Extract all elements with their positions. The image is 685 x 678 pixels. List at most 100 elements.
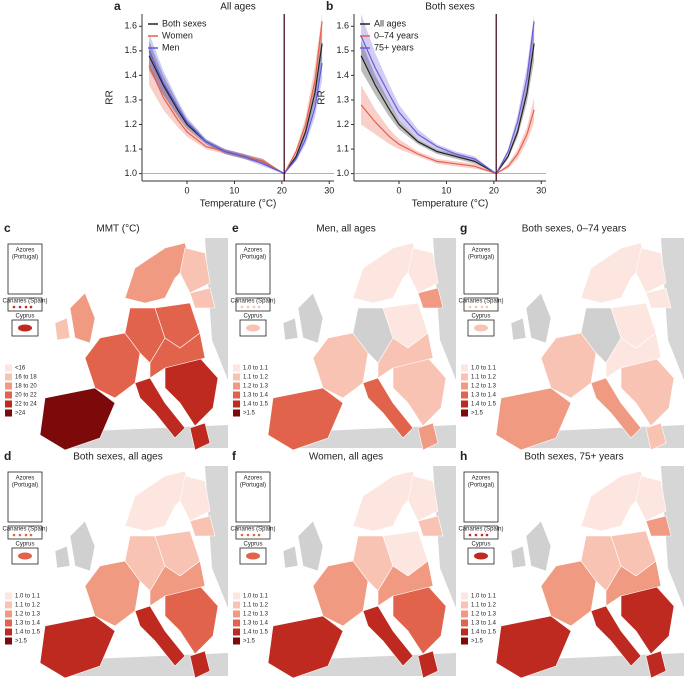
inset-label: Cyprus [243, 542, 262, 548]
map-region [525, 520, 552, 572]
island [12, 305, 16, 309]
y-tick-label: 1.6 [336, 21, 349, 31]
legend-swatch [233, 628, 240, 636]
legend-label: 1.2 to 1.3 [471, 612, 497, 618]
legend-label: 1.2 to 1.3 [243, 612, 269, 618]
island [474, 324, 488, 332]
legend-label: 20 to 22 [15, 393, 37, 399]
inset-label: (Portugal) [240, 483, 266, 489]
map-panel: e Men, all ages Azores(Portugal) Canaries (… [230, 221, 456, 451]
map-region [620, 357, 675, 427]
panel-label: h [460, 449, 467, 463]
map-panel: f Women, all ages Azores(Portugal) Canaries… [230, 449, 456, 678]
legend-swatch [5, 601, 12, 609]
land-background [70, 425, 228, 448]
legend-swatch [461, 592, 468, 600]
land-background [526, 653, 684, 676]
map-region [54, 317, 71, 341]
legend-swatch [461, 601, 468, 609]
inset-label: Canaries (Spain) [458, 527, 503, 533]
map-region [635, 475, 667, 522]
map-panel: h Both sexes, 75+ years Azores(Portugal) Ca… [458, 449, 684, 678]
map-panel: g Both sexes, 0–74 years Azores(Portugal) C… [458, 221, 684, 451]
land-background [298, 653, 456, 676]
map-region [189, 287, 216, 309]
legend-label: 1.3 to 1.4 [15, 621, 41, 627]
island [240, 533, 244, 537]
series-line [360, 43, 535, 175]
map-region [510, 317, 527, 341]
inset-label: Azores [472, 476, 491, 482]
map-region [645, 422, 667, 451]
legend-label: >24 [15, 411, 26, 417]
island [252, 533, 256, 537]
inset-label: (Portugal) [240, 255, 266, 261]
legend-label: 1.3 to 1.4 [243, 393, 269, 399]
map-region [189, 515, 216, 537]
map-region [282, 317, 299, 341]
inset-box [235, 297, 271, 312]
map-panel: c MMT (°C) Azores(Portugal) Canaries (Spain… [2, 221, 228, 451]
island [257, 305, 261, 309]
legend-label: <16 [15, 366, 26, 372]
panel-label: d [4, 449, 11, 463]
map-region [645, 515, 672, 537]
inset-label: Cyprus [471, 314, 490, 320]
legend-label: 1.1 to 1.2 [243, 375, 269, 381]
legend-label: 18 to 20 [15, 384, 37, 390]
legend-label: 1.2 to 1.3 [15, 612, 41, 618]
legend-label: 1.4 to 1.5 [471, 402, 497, 408]
island [468, 305, 472, 309]
legend-label: 1.2 to 1.3 [243, 384, 269, 390]
legend-swatch [5, 628, 12, 636]
map-title: Women, all ages [309, 452, 383, 463]
map-region [417, 422, 439, 451]
island [246, 552, 260, 560]
map-region [417, 287, 444, 309]
island [468, 533, 472, 537]
legend-label: 1.1 to 1.2 [15, 603, 41, 609]
island [24, 533, 28, 537]
line-chart: a All ages Temperature (°C) RR 1.0 1.1 1.2 1.3 1… [105, 0, 335, 210]
land-background [661, 238, 684, 380]
panel-label: c [4, 221, 11, 235]
land-background [433, 238, 456, 380]
legend-swatch [461, 409, 468, 417]
map-title: Both sexes, all ages [73, 452, 163, 463]
map-region [605, 560, 662, 607]
island [18, 324, 32, 332]
legend-swatch [461, 628, 468, 636]
legend-swatch [5, 592, 12, 600]
chart-title: All ages [220, 2, 256, 13]
map-region [635, 247, 667, 294]
island [24, 305, 28, 309]
island [485, 533, 489, 537]
island [474, 552, 488, 560]
map-region [164, 357, 219, 427]
legend-label: 0–74 years [374, 30, 419, 40]
y-tick-label: 1.6 [124, 21, 137, 31]
y-tick-label: 1.3 [124, 94, 137, 104]
island [485, 305, 489, 309]
legend-swatch [461, 364, 468, 372]
legend-swatch [5, 409, 12, 417]
legend-label: 1.0 to 1.1 [243, 366, 269, 372]
legend-swatch [461, 400, 468, 408]
inset-box [7, 243, 43, 295]
map-region [134, 377, 186, 439]
map-region [69, 292, 96, 344]
legend-label: 1.4 to 1.5 [243, 402, 269, 408]
legend-label: Both sexes [162, 18, 207, 28]
map-region [282, 545, 299, 569]
inset-label: Azores [244, 248, 263, 254]
map-region [362, 605, 414, 667]
legend-label: >1.5 [243, 411, 256, 417]
land-background [205, 466, 228, 608]
map-region [392, 357, 447, 427]
island [474, 305, 478, 309]
inset-label: Canaries (Spain) [2, 299, 47, 305]
inset-box [7, 471, 43, 523]
legend-swatch [461, 391, 468, 399]
map-region [407, 475, 439, 522]
